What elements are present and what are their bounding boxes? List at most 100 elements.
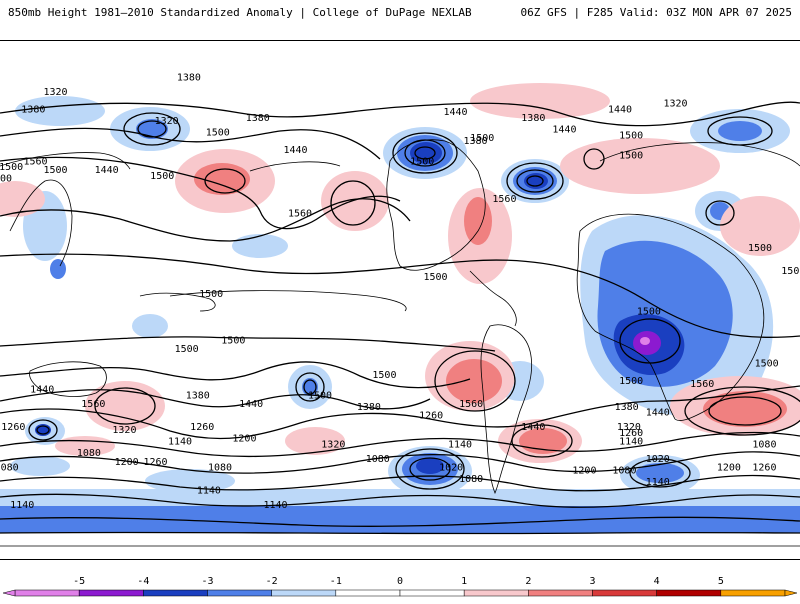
colorbar-bin-9 [592,589,657,597]
map-panel[interactable]: 1380 1320 1380 1320 1380 1500 1440 1500 1560 1500… [0,40,800,560]
contour-label-36: 1560 [81,399,105,410]
contour-label-51: 1200 [115,457,139,468]
contour-label-73: 1140 [10,500,34,511]
contour-label-28: 1500 [199,289,223,300]
contour-label-64: 1440 [646,408,670,419]
contour-label-19: 1320 [664,99,688,110]
contour-label-10: 1440 [95,165,119,176]
colorbar-tick-label: -4 [137,576,149,587]
colorbar-bin-4 [271,589,337,597]
contour-label-47: 1260 [1,422,25,433]
contour-label-11: 1500 [150,171,174,182]
contour-label-43: 1320 [112,425,136,436]
contour-label-4: 1380 [246,113,270,124]
contour-label-13: 1500 [44,165,68,176]
contour-label-66: 1260 [619,428,643,439]
colorbar-tick-label: 5 [718,576,724,587]
colorbar-tick-label: -1 [330,576,342,587]
contour-label-68: 1020 [646,454,670,465]
contour-label-3: 1320 [155,116,179,127]
coastlines [0,139,800,547]
contour-label-24: 1560 [492,194,516,205]
colorbar-arrow-left [2,589,16,597]
contour-label-70: 1200 [717,463,741,474]
colorbar-bin-5 [335,589,401,597]
contour-label-56: 1020 [439,463,463,474]
contour-label-27: 1500 [424,272,448,283]
contour-label-32: 1500 [221,335,245,346]
contour-label-42: 1380 [357,402,381,413]
contour-label-18: 1440 [608,104,632,115]
contour-label-31: 1500 [755,359,779,370]
contour-label-46: 1140 [168,437,192,448]
contour-label-65: 1320 [617,422,641,433]
colorbar-bin-2 [143,589,208,597]
contour-label-69: 1080 [752,439,776,450]
colorbar-bin-1 [78,589,144,597]
colorbar-bin-0 [14,589,80,597]
contour-label-72: 1140 [646,477,670,488]
colorbar-bin-6 [399,589,465,597]
colorbar-tick-label: 2 [525,576,531,587]
contour-label-62: 1080 [612,465,636,476]
contour-label-34: 1500 [175,344,199,355]
contour-label-1: 1320 [44,87,68,98]
colorbar-bin-11 [720,589,786,597]
contour-label-2: 1380 [21,104,45,115]
height-contours [0,101,800,535]
contour-label-58: 1140 [448,439,472,450]
colorbar-svg: -5 -4 -3 -2 -1 0 1 2 3 4 5 [2,576,798,597]
contour-label-44: 1260 [190,422,214,433]
colorbar-tick-label: 1 [461,576,467,587]
contour-label-35: 1500 [308,390,332,401]
contour-label-25: 1500 [748,243,772,254]
colorbar-tick-label: 0 [397,576,403,587]
contour-label-17: 1440 [444,107,468,118]
contour-label-57: 1080 [459,474,483,485]
contour-label-8: 1560 [288,208,312,219]
contour-label-12: 1560 [24,156,48,167]
colorbar-tick-label: -3 [201,576,213,587]
contour-label-40: 1380 [186,390,210,401]
colorbar-tick-label: -2 [266,576,278,587]
contour-label-71: 1260 [752,463,776,474]
contour-label-50: 1080 [77,448,101,459]
contour-label-74: 1140 [264,500,288,511]
map-title: 850mb Height 1981–2010 Standardized Anom… [8,6,472,19]
contour-label-37: 1560 [459,399,483,410]
contour-label-0: 1380 [177,73,201,84]
header: 850mb Height 1981–2010 Standardized Anom… [0,0,800,26]
colorbar-arrow-right [784,589,798,597]
contour-label-38: 1560 [690,379,714,390]
contour-label-53: 1080 [0,463,19,474]
contour-label-39: 1440 [30,385,54,396]
contour-label-48: 1320 [321,439,345,450]
contour-label-45: 1200 [232,434,256,445]
model-run-info: 06Z GFS | F285 Valid: 03Z MON APR 07 202… [520,6,792,19]
contour-label-61: 1200 [572,465,596,476]
contour-label-67: 1140 [619,437,643,448]
contour-label-23: 1500 [619,151,643,162]
contour-label-15: 1380 [521,113,545,124]
contour-label-59: 1260 [419,411,443,422]
contour-label-16: 1440 [552,125,576,136]
colorbar-bin-3 [207,589,272,597]
colorbar: -5 -4 -3 -2 -1 0 1 2 3 4 5 [0,570,800,600]
contour-label-63: 1380 [615,402,639,413]
contour-label-7: 1500 [410,156,434,167]
contour-label-54: 1080 [208,463,232,474]
contour-label-20: 1500 [619,130,643,141]
contour-label-21: 1380 [464,136,488,147]
contour-label-9: 1500 [0,162,23,173]
contour-label-41: 1440 [239,399,263,410]
contour-label-30: 1500 [372,370,396,381]
contour-label-55: 1140 [197,486,221,497]
colorbar-bin-10 [656,589,722,597]
contour-label-52: 1260 [144,457,168,468]
contour-label-6: 1440 [284,145,308,156]
contour-label-22: 1500 [470,133,494,144]
colorbar-tick-label: -5 [73,576,85,587]
colorbar-bin-7 [463,589,529,597]
